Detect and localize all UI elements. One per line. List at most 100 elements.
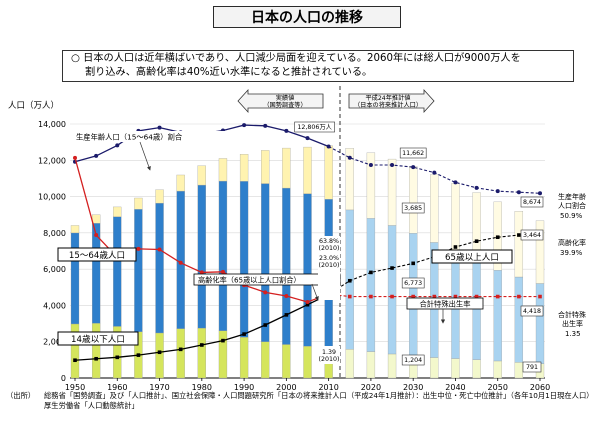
y-tick-label: 14,000 bbox=[38, 120, 66, 129]
x-tick-label: 2010 bbox=[318, 383, 338, 390]
x-tick-label: 2020 bbox=[361, 383, 381, 390]
bar-age65 bbox=[261, 150, 270, 184]
total-label-2030-box bbox=[399, 147, 427, 159]
fertility-rate-point bbox=[73, 155, 77, 160]
y-tick-label: 0 bbox=[61, 374, 66, 383]
bar-age65 bbox=[366, 152, 376, 219]
annotation-age0-14-label: 14歳以下人口 bbox=[71, 333, 125, 345]
aging-rate-point bbox=[369, 270, 373, 275]
x-tick-label: 2000 bbox=[276, 383, 296, 390]
working-ratio-point bbox=[326, 144, 331, 149]
projection-period-label-2: （日本の将来推計人口） bbox=[354, 101, 422, 109]
aging-rate-point bbox=[474, 239, 479, 244]
annotation-age15-64-label: 15〜64歳人口 bbox=[69, 249, 125, 261]
bar-age15-64 bbox=[409, 233, 418, 357]
bar-age0-14 bbox=[155, 332, 164, 379]
annotation-age65-label: 65歳以上人口 bbox=[445, 251, 499, 263]
y-tick-label: 4,000 bbox=[43, 301, 66, 310]
right-side-labels: 生産年齢 人口割合 50.9% 高齢化率 39.9% 合計特殊 出生率 1.35 bbox=[558, 192, 586, 338]
total-label-2010: 12,806万人 bbox=[297, 123, 332, 131]
fertility-rate-point bbox=[178, 260, 183, 265]
bar-label-2030-age15-64: 6,773 bbox=[404, 280, 422, 287]
bar-age65 bbox=[324, 145, 333, 200]
bar-age15-64 bbox=[113, 216, 122, 327]
x-tick-label: 1950 bbox=[65, 383, 85, 390]
y-tick-label: 6,000 bbox=[43, 265, 66, 274]
right-working-label-1: 生産年齢 bbox=[558, 192, 586, 201]
total-label-2030: 11,662 bbox=[402, 150, 424, 157]
x-tick-label: 1970 bbox=[149, 383, 169, 390]
bar-age15-64 bbox=[514, 276, 524, 363]
actual-period-label-1: 実績値 bbox=[276, 94, 295, 102]
bar-age15-64 bbox=[155, 202, 164, 334]
bar-age15-64 bbox=[176, 190, 185, 329]
footnote: （出所） 総務省「国勢調査」及び「人口推計」、国立社会保障・人口問題研究所「日本… bbox=[6, 391, 611, 411]
bar-age0-14 bbox=[261, 341, 270, 379]
aging-rate-point bbox=[115, 355, 120, 360]
bar-age0-14 bbox=[472, 359, 481, 379]
aging-rate-point bbox=[136, 353, 141, 357]
annotation-working-ratio: 生産年齢人口（15〜64歳）割合 bbox=[72, 131, 230, 142]
working-ratio-point bbox=[432, 170, 437, 175]
bar-age15-64 bbox=[472, 262, 481, 360]
right-aging-value: 39.9% bbox=[560, 249, 583, 257]
fertility-rate-point bbox=[474, 294, 479, 299]
bar-label-2060-age0-14: 791 bbox=[526, 364, 538, 371]
bar-age65 bbox=[176, 174, 185, 192]
value-2010-working: 63.8% bbox=[319, 238, 339, 245]
bar-age65 bbox=[535, 220, 545, 284]
x-axis: 1950 1960 1970 1980 1990 2000 2010 2020 2030 2040… bbox=[65, 378, 550, 390]
working-ratio-point bbox=[390, 163, 395, 168]
bar-age65 bbox=[430, 174, 439, 243]
bar-label-2030-age65: 3,685 bbox=[404, 205, 422, 212]
annotation-fertility-label: 合計特殊出生率 bbox=[419, 300, 470, 309]
bar-age0-14 bbox=[366, 351, 376, 379]
bar-age15-64 bbox=[303, 193, 312, 347]
bar-age65 bbox=[70, 225, 80, 234]
x-tick-label: 2030 bbox=[403, 383, 423, 390]
right-fert-value: 1.35 bbox=[565, 330, 581, 338]
actual-period-label-2: （国勢調査等） bbox=[263, 101, 306, 109]
working-ratio-point bbox=[368, 163, 373, 168]
bar-age15-64 bbox=[239, 181, 249, 338]
footnote-row-2: 厚生労働省「人口動態統計」 bbox=[6, 401, 611, 411]
working-ratio-point bbox=[516, 190, 521, 195]
value-2010-fertility: 1.39 bbox=[322, 349, 336, 356]
x-tick-label: 1990 bbox=[234, 383, 254, 390]
aging-rate-point bbox=[242, 332, 246, 336]
arrow-working-ratio bbox=[139, 141, 151, 171]
working-ratio-point bbox=[453, 180, 458, 185]
bar-age0-14 bbox=[197, 327, 206, 379]
fertility-rate-point bbox=[136, 246, 141, 251]
aging-rate-point bbox=[221, 338, 225, 343]
working-ratio-point bbox=[347, 155, 352, 160]
population-chart: 02,0004,0006,0008,00010,00012,00014,000 … bbox=[8, 86, 586, 390]
bar-age0-14 bbox=[345, 349, 354, 379]
value-2010-fertility-year: (2010) bbox=[319, 356, 340, 363]
y-axis: 0 2,000 4,000 6,000 8,000 10,000 12,000 14,000 bbox=[38, 120, 66, 383]
bar-age65 bbox=[282, 147, 291, 189]
bar-value-labels: 12,806万人 11,662 8,674 3,685 6,773 1,204 3,464 4… bbox=[139, 121, 544, 373]
aging-rate-point bbox=[495, 235, 500, 240]
aging-rate-point bbox=[263, 323, 268, 327]
aging-rate-point bbox=[178, 347, 183, 352]
bar-age65 bbox=[155, 189, 164, 204]
total-label-2060-box bbox=[520, 196, 544, 208]
bar-age15-64 bbox=[366, 218, 376, 352]
bar-age65 bbox=[345, 148, 354, 211]
bar-age0-14 bbox=[239, 337, 249, 379]
annotation-2010-values: 63.8% (2010) 23.0% (2010) 1.39 (2010) bbox=[318, 236, 340, 364]
annotation-age15-64: 15〜64歳人口 bbox=[57, 247, 137, 262]
annotation-age65: 65歳以上人口 bbox=[431, 249, 513, 264]
bar-age0-14 bbox=[303, 346, 312, 379]
bar-age65 bbox=[303, 146, 312, 194]
annotation-working-ratio-label: 生産年齢人口（15〜64歳）割合 bbox=[76, 133, 183, 142]
bar-age15-64 bbox=[197, 184, 206, 329]
footnote-source-2: 厚生労働省「人口動態統計」 bbox=[44, 401, 139, 410]
working-ratio-point bbox=[242, 123, 247, 128]
footnote-lead: （出所） bbox=[6, 391, 36, 400]
working-ratio-point bbox=[115, 143, 120, 148]
aging-rate-point bbox=[284, 313, 289, 317]
annotation-aging-rate-label: 高齢化率（65歳以上人口割合） bbox=[198, 276, 301, 285]
bar-age65 bbox=[218, 158, 228, 182]
